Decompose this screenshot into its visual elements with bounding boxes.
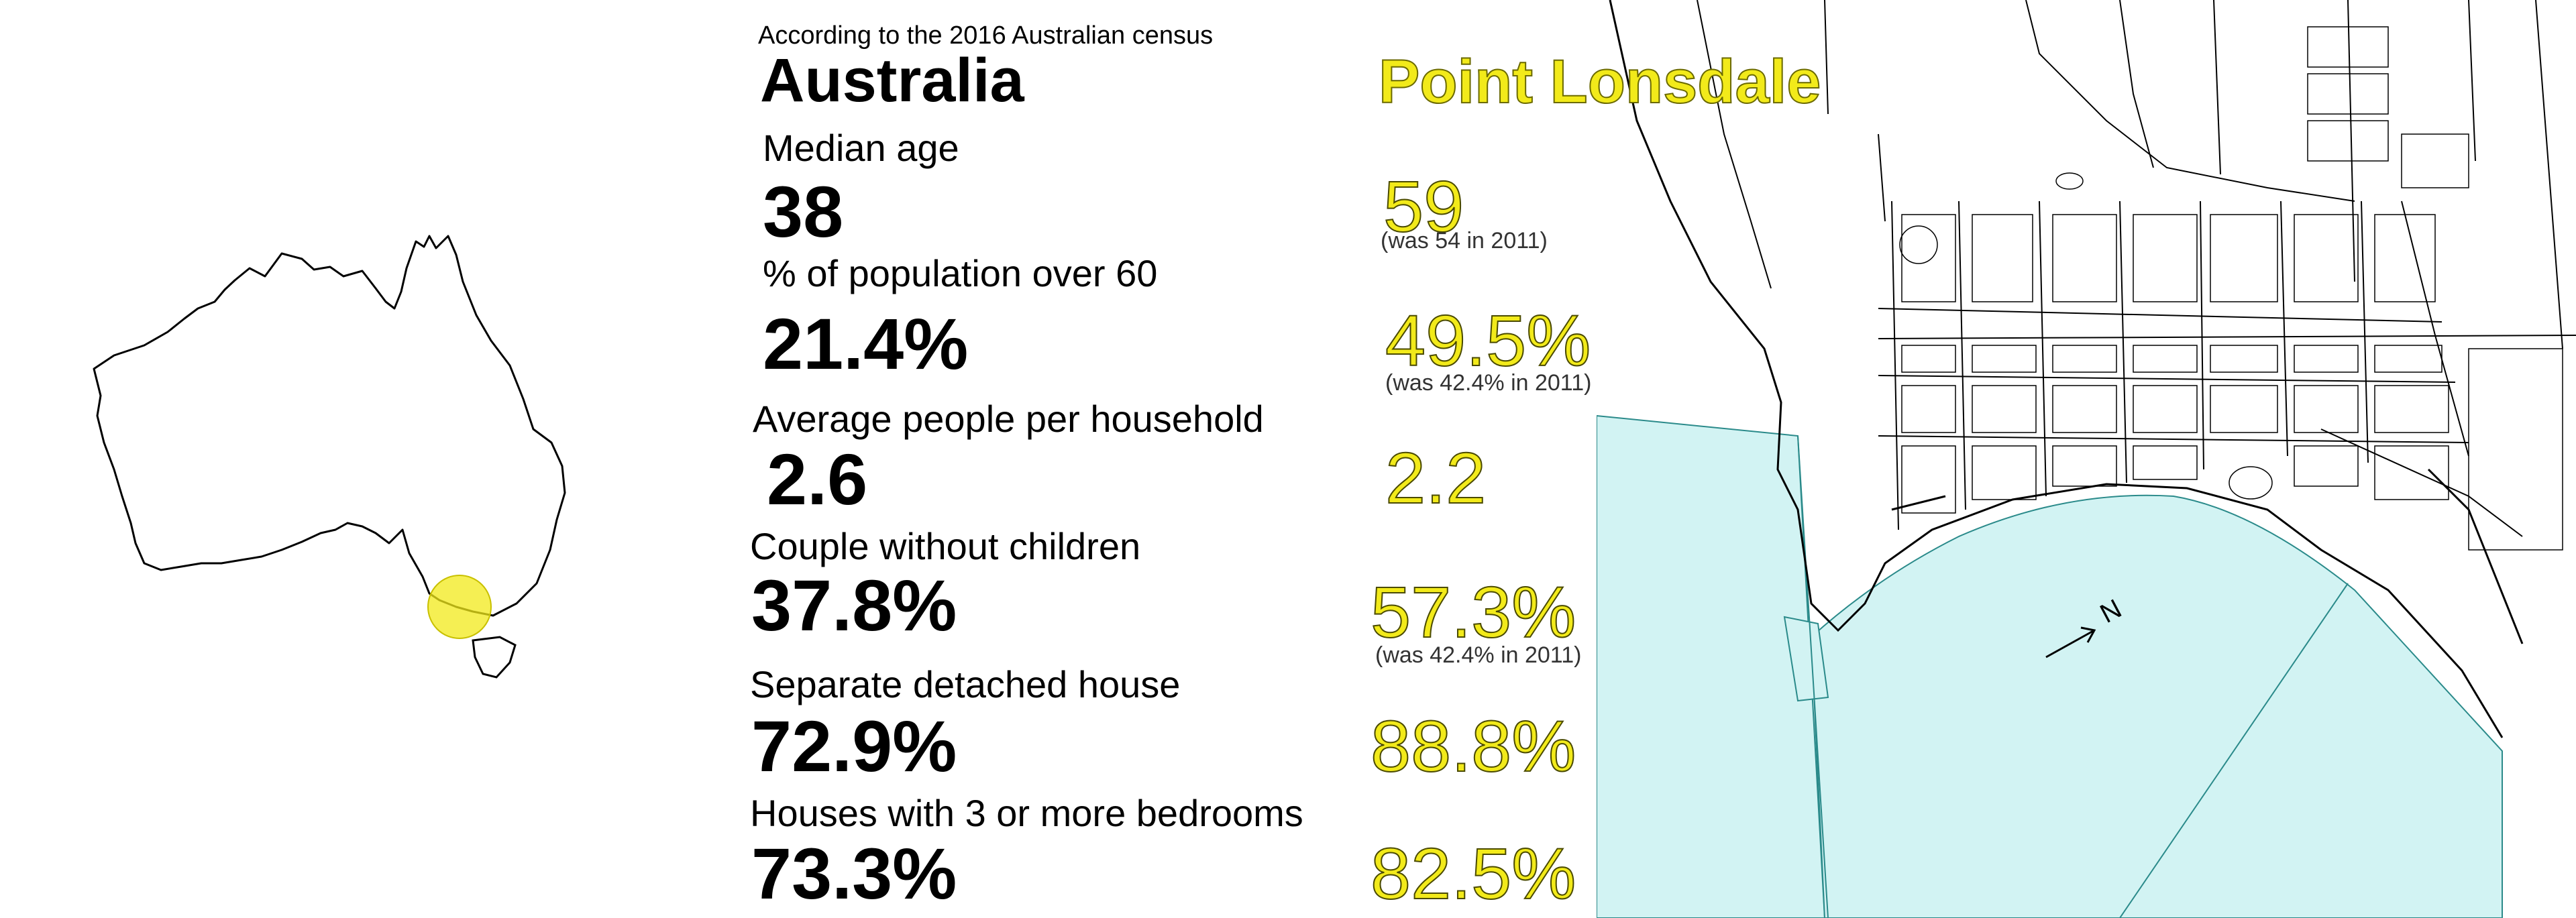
stat-national-couple: 37.8% (751, 565, 957, 646)
building-blocks (1899, 26, 2563, 551)
stat-local-bedrooms: 82.5% (1370, 832, 1576, 915)
census-source-note: According to the 2016 Australian census (758, 21, 1214, 50)
stat-local-over-60: 49.5% (1385, 299, 1591, 382)
stat-label-bedrooms: Houses with 3 or more bedrooms (750, 792, 1303, 834)
stat-label-median-age: Median age (763, 127, 959, 169)
country-title: Australia (760, 46, 1024, 115)
stat-label-couple: Couple without children (750, 525, 1141, 567)
stat-note-couple: (was 42.4% in 2011) (1375, 642, 1582, 668)
stat-national-bedrooms: 73.3% (751, 833, 957, 914)
australia-outline (93, 235, 566, 617)
stat-local-detached: 88.8% (1370, 705, 1576, 787)
stat-label-detached: Separate detached house (750, 663, 1181, 705)
stat-local-couple: 57.3% (1370, 571, 1576, 653)
stat-label-over-60: % of population over 60 (763, 252, 1158, 294)
stat-note-over-60: (was 42.4% in 2011) (1385, 370, 1592, 396)
region-highlight-circle (427, 575, 492, 639)
stat-national-household: 2.6 (767, 439, 868, 520)
tasmania-outline (472, 636, 517, 679)
roads (1697, 0, 2576, 537)
stat-national-over-60: 21.4% (763, 303, 969, 384)
stat-note-median-age: (was 54 in 2011) (1381, 228, 1548, 253)
stat-national-median-age: 38 (763, 171, 844, 252)
point-lonsdale-street-map: N (1597, 0, 2576, 918)
stat-local-household: 2.2 (1385, 437, 1487, 519)
north-arrow (2045, 626, 2096, 658)
stat-local-median-age: 59 (1383, 165, 1464, 247)
stat-national-detached: 72.9% (751, 705, 957, 787)
place-title: Point Lonsdale (1378, 47, 1821, 117)
stat-label-household: Average people per household (753, 398, 1264, 440)
water-area (1597, 414, 2503, 918)
australia-map (93, 235, 566, 679)
